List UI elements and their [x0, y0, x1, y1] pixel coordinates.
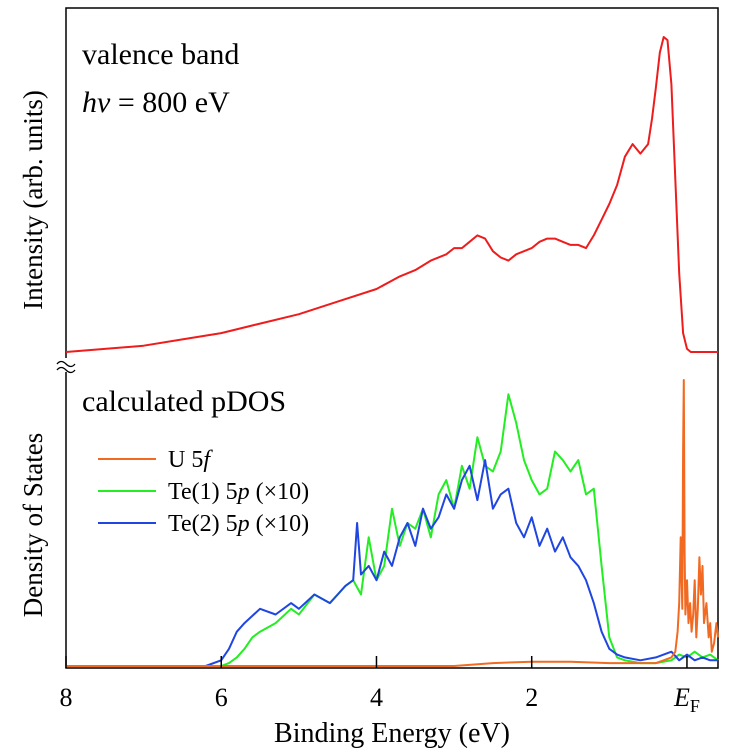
- photon-energy-symbol: hv: [82, 86, 111, 119]
- axis-break-mark: [56, 358, 76, 374]
- top-panel-annotation-line2: hv = 800 eV: [82, 86, 230, 119]
- x-tick-label-0: 8: [60, 683, 73, 712]
- bottom-panel-series-group: [66, 379, 719, 667]
- x-axis-label: Binding Energy (eV): [274, 718, 510, 749]
- legend-label-u5f: U 5f: [168, 447, 213, 473]
- legend: U 5f Te(1) 5p (×10) Te(2) 5p (×10): [98, 447, 309, 537]
- photon-energy-value: = 800 eV: [110, 86, 230, 119]
- x-axis-ticks: 8 6 4 2 EF: [60, 656, 700, 716]
- plot-frame: [65, 7, 719, 669]
- series-line-pdos-te2-5p: [66, 459, 718, 667]
- series-line-valence-band-0: [65, 36, 718, 353]
- series-line-pdos-u5f: [66, 379, 719, 667]
- x-tick-label-4: EF: [673, 683, 700, 716]
- top-panel-ylabel: Intensity (arb. units): [18, 90, 48, 310]
- legend-label-te2-5p: Te(2) 5p (×10): [168, 511, 309, 537]
- bottom-panel-ylabel: Density of States: [18, 433, 48, 617]
- bottom-panel-annotation: calculated pDOS: [82, 385, 286, 418]
- x-tick-label-2: 4: [370, 683, 383, 712]
- x-tick-label-1: 6: [215, 683, 228, 712]
- legend-label-te1-5p: Te(1) 5p (×10): [168, 479, 309, 505]
- top-panel-annotation-line1: valence band: [82, 38, 239, 71]
- x-tick-label-3: 2: [525, 683, 538, 712]
- series-line-pdos-te1-5p: [66, 393, 719, 667]
- top-panel-series-group: [65, 36, 718, 353]
